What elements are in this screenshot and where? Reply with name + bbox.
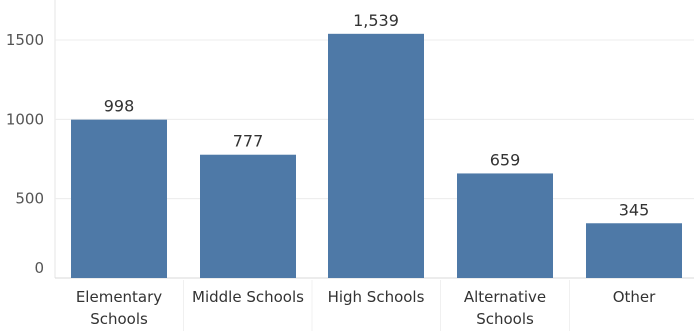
x-category-label: Other (613, 288, 656, 306)
bar[interactable] (457, 173, 553, 278)
data-label: 659 (490, 150, 521, 169)
bar[interactable] (71, 119, 167, 278)
x-category-label: Middle Schools (192, 288, 304, 306)
data-label: 1,539 (353, 11, 399, 30)
y-tick-label: 500 (15, 190, 44, 208)
bar[interactable] (586, 223, 682, 278)
data-label: 345 (619, 200, 650, 219)
data-label: 998 (104, 97, 135, 116)
x-category-label: Alternative (464, 288, 546, 306)
bar[interactable] (200, 154, 296, 278)
x-category-label: Schools (90, 310, 148, 328)
x-category-label: Schools (476, 310, 534, 328)
x-category-label: High Schools (328, 288, 425, 306)
bar[interactable] (328, 33, 424, 279)
data-label: 777 (233, 132, 264, 151)
y-tick-label: 0 (34, 259, 44, 277)
x-category-label: Elementary (76, 288, 162, 306)
y-tick-label: 1500 (6, 31, 44, 49)
y-tick-label: 1000 (6, 110, 44, 128)
